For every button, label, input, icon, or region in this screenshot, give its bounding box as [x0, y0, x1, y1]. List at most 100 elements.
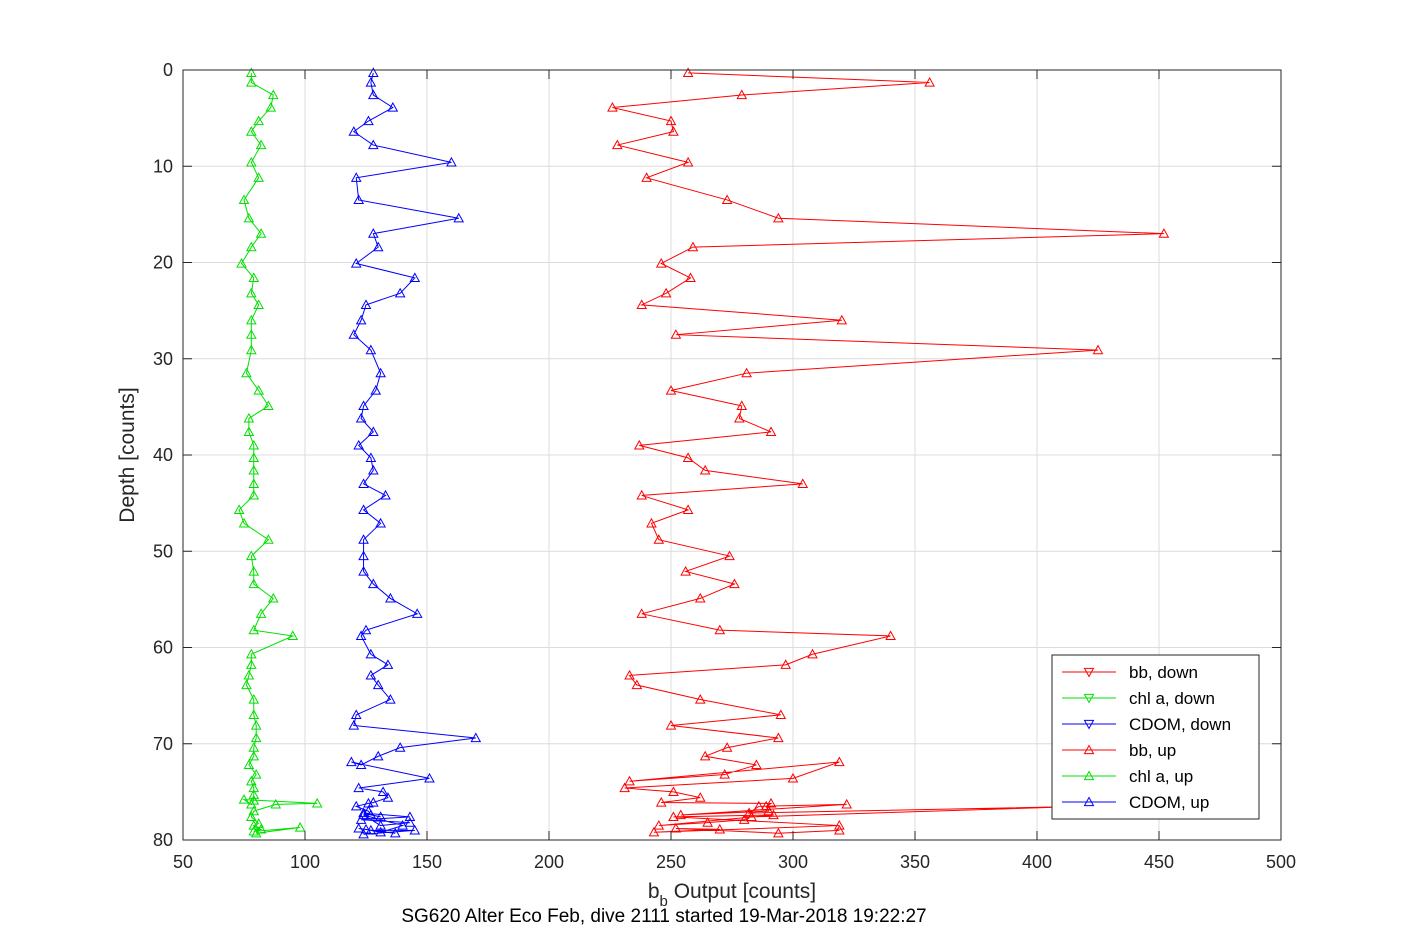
data-point [353, 194, 365, 205]
data-point [653, 820, 665, 830]
data-point [409, 272, 421, 282]
data-point [365, 648, 377, 659]
data-point [721, 194, 733, 205]
data-point [253, 818, 264, 828]
data-point [655, 257, 667, 268]
data-point [360, 823, 372, 834]
data-point [453, 212, 465, 223]
y-tick-label: 80 [153, 830, 173, 850]
data-point [836, 314, 848, 325]
data-point [624, 775, 635, 786]
data-point [238, 794, 250, 804]
data-point [243, 669, 255, 680]
data-point [365, 809, 377, 820]
data-point [253, 299, 264, 309]
x-tick-label: 350 [900, 852, 930, 872]
data-point [372, 241, 384, 252]
data-point [294, 821, 306, 832]
data-point [741, 367, 752, 378]
data-point [365, 669, 377, 680]
x-tick-label: 150 [412, 852, 442, 872]
data-point [245, 659, 257, 669]
data-point [382, 659, 394, 669]
data-point [653, 534, 665, 544]
data-point [355, 314, 367, 325]
data-point [245, 550, 257, 561]
data-point [641, 172, 652, 182]
data-point [245, 648, 257, 659]
data-point [370, 384, 382, 395]
series-line [351, 72, 476, 835]
data-point [834, 756, 845, 767]
data-point [365, 452, 377, 462]
data-point [265, 102, 277, 112]
data-point [245, 126, 257, 136]
data-point [367, 464, 379, 475]
data-point [694, 693, 706, 704]
data-point [624, 669, 635, 680]
data-point [348, 329, 360, 339]
data-point [245, 287, 257, 298]
data-point [346, 756, 357, 767]
data-point [255, 823, 267, 834]
data-point [248, 820, 260, 830]
data-point [607, 102, 618, 112]
data-point [267, 592, 279, 603]
data-point [760, 800, 772, 811]
data-point [724, 550, 735, 561]
series-chl-a-up [233, 67, 323, 838]
data-point [780, 659, 792, 669]
legend-swatch-marker [1083, 667, 1095, 678]
data-point [636, 608, 648, 618]
data-point [773, 212, 784, 223]
data-point [248, 439, 260, 450]
y-tick-label: 60 [153, 638, 173, 658]
data-point [253, 384, 264, 395]
axis-ticks: 50 100 150 200 250 300 350 400 450 500 0 10 20 30 40 50… [153, 60, 1296, 872]
data-point [668, 126, 679, 136]
data-point [358, 534, 369, 544]
data-point [841, 798, 853, 809]
legend-box [1051, 654, 1260, 820]
y-tick-label: 50 [153, 541, 173, 561]
data-point [358, 550, 369, 561]
data-point [411, 608, 423, 618]
data-point [424, 772, 435, 783]
data-point [719, 769, 731, 779]
data-point [367, 796, 379, 807]
data-point [631, 679, 643, 690]
data-point [270, 798, 282, 809]
data-point [248, 489, 260, 500]
data-point [765, 426, 777, 436]
chart-caption: SG620 Alter Eco Feb, dive 2111 started 1… [401, 906, 926, 927]
data-point [267, 89, 279, 100]
data-point [245, 798, 257, 809]
data-point [241, 367, 252, 378]
data-point [253, 115, 264, 126]
data-point [385, 592, 396, 603]
data-point [367, 89, 379, 100]
data-point [245, 344, 257, 355]
data-point [241, 679, 252, 690]
data-point [355, 814, 367, 824]
x-axis-title-subscript: b [660, 893, 668, 910]
data-point [233, 504, 245, 514]
data-point [348, 126, 360, 136]
data-point [394, 742, 406, 752]
data-point [470, 732, 482, 743]
data-point [243, 759, 255, 770]
data-point [367, 426, 379, 436]
data-point [394, 287, 406, 298]
data-point [670, 329, 682, 339]
data-point [682, 452, 694, 462]
data-point [680, 565, 691, 576]
data-point [245, 241, 257, 252]
data-point [250, 732, 262, 743]
legend-label: chl a, down [1129, 689, 1215, 708]
data-point [611, 139, 623, 150]
data-point [665, 384, 677, 395]
data-point [733, 412, 745, 423]
data-point [355, 412, 367, 423]
data-point [250, 769, 262, 779]
legend-label: bb, up [1129, 741, 1176, 760]
